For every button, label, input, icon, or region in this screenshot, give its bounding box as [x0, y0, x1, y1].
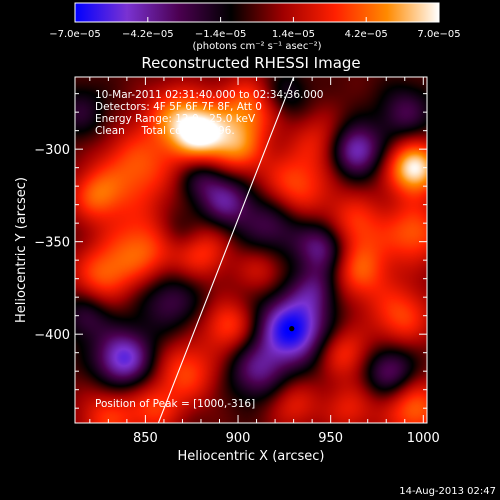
info-annotations: 10-Mar-2011 02:31:40.000 to 02:34:36.000…: [95, 89, 323, 410]
colorbar-tick-label: −1.4e−05: [195, 29, 247, 40]
colorbar-tick-label: 1.4e−05: [272, 29, 315, 40]
colorbar-tick-label: −7.0e−05: [49, 29, 101, 40]
annotation-time-range: 10-Mar-2011 02:31:40.000 to 02:34:36.000: [95, 89, 323, 101]
colorbar-ticks: −7.0e−05 −4.2e−05 −1.4e−05 1.4e−05 4.2e−05 7.…: [49, 17, 461, 40]
colorbar: [74, 2, 440, 23]
x-tick-label: 950: [318, 431, 343, 446]
y-tick-label: −300: [34, 143, 70, 158]
colorbar-tick-label: −4.2e−05: [122, 29, 174, 40]
x-tick-label: 1000: [407, 431, 440, 446]
solar-limb-line: [157, 77, 295, 423]
minimum-marker: [289, 326, 295, 332]
plot-frame: [74, 76, 428, 424]
y-tick-label: −350: [34, 236, 70, 251]
x-axis-label: Heliocentric X (arcsec): [178, 449, 325, 464]
y-axis-label: Heliocentric Y (arcsec): [14, 177, 29, 323]
annotation-detectors: Detectors: 4F 5F 6F 7F 8F, Att 0: [95, 101, 262, 113]
colorbar-tick-label: 4.2e−05: [345, 29, 388, 40]
date-stamp: 14-Aug-2013 02:47: [399, 486, 496, 497]
y-axis: −300 −350 −400: [34, 93, 427, 409]
colorbar-units: (photons cm⁻² s⁻¹ asec⁻²): [192, 41, 321, 52]
annotation-clean-counts: Clean Total counts: 496.: [95, 125, 235, 137]
x-axis: 850 900 950 1000: [89, 77, 440, 446]
colorbar-tick-label: 7.0e−05: [417, 29, 460, 40]
heatmap-image: [75, 77, 427, 423]
peak-position-label: Position of Peak = [1000,-316]: [95, 398, 255, 410]
chart-title: Reconstructed RHESSI Image: [141, 54, 360, 72]
x-tick-label: 850: [133, 431, 158, 446]
x-tick-label: 900: [226, 431, 251, 446]
y-tick-label: −400: [34, 328, 70, 343]
annotation-energy-range: Energy Range: 12.0 - 25.0 keV: [95, 113, 256, 125]
